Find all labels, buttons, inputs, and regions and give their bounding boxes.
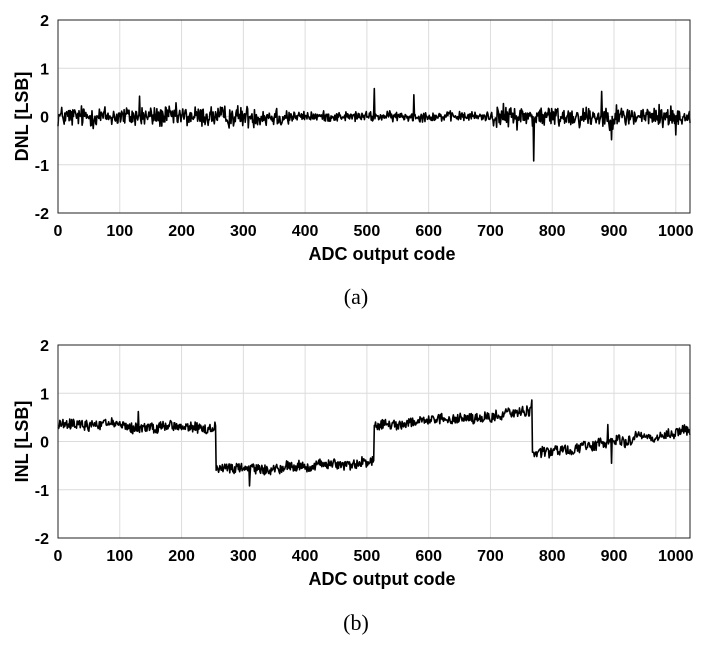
y-axis-label-a: DNL [LSB] [12,72,32,162]
x-tick-label: 900 [601,548,628,565]
y-tick-labels-a: -2 -1 0 1 2 [35,13,49,223]
inl-series-line [57,399,691,487]
x-tick-labels-b: 0 100 200 300 400 500 600 700 800 900 1000 [54,548,694,565]
x-tick-label: 900 [601,223,628,240]
x-tick-label: 0 [54,223,63,240]
y-tick-label: 0 [40,435,49,452]
y-tick-label: -1 [35,483,49,500]
x-tick-label: 200 [168,548,195,565]
panel-b-inl-plot: -2 -1 0 1 2 0 100 200 300 400 500 600 700 800 900 1000… [12,338,694,589]
x-axis-label-a: ADC output code [309,244,456,264]
dnl-series-line [57,87,691,162]
y-tick-label: 2 [40,338,49,355]
panel-a-dnl-plot: -2 -1 0 1 2 0 100 200 300 400 500 600 700 800 900 1000… [12,13,694,264]
x-tick-label: 0 [54,548,63,565]
x-tick-label: 300 [230,223,257,240]
x-tick-labels-a: 0 100 200 300 400 500 600 700 800 900 1000 [54,223,694,240]
y-tick-label: 1 [40,386,49,403]
x-tick-label: 800 [539,223,566,240]
x-tick-label: 200 [168,223,195,240]
x-tick-label: 500 [354,548,381,565]
y-tick-label: -1 [35,158,49,175]
x-tick-label: 100 [106,223,133,240]
y-tick-label: 1 [40,61,49,78]
x-tick-label: 500 [354,223,381,240]
x-tick-label: 600 [415,223,442,240]
x-tick-label: 100 [106,548,133,565]
y-tick-label: 0 [40,110,49,127]
x-tick-label: 700 [477,223,504,240]
x-tick-label: 400 [292,548,319,565]
x-axis-label-b: ADC output code [309,569,456,589]
y-axis-label-b: INL [LSB] [12,401,32,483]
x-tick-label: 1000 [658,223,694,240]
axes-frame-b [57,344,691,539]
caption-a: (a) [344,284,368,309]
axes-frame-a [57,19,691,214]
y-tick-label: -2 [35,206,49,223]
x-tick-label: 400 [292,223,319,240]
x-tick-label: 600 [415,548,442,565]
y-tick-labels-b: -2 -1 0 1 2 [35,338,49,548]
x-tick-label: 300 [230,548,257,565]
x-tick-label: 800 [539,548,566,565]
y-tick-label: 2 [40,13,49,30]
y-tick-label: -2 [35,531,49,548]
x-tick-label: 700 [477,548,504,565]
x-tick-label: 1000 [658,548,694,565]
caption-b: (b) [343,610,369,635]
